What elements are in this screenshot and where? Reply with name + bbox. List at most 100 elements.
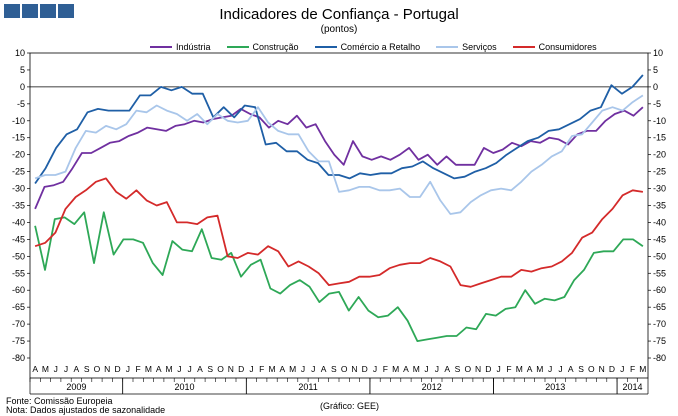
legend-item-comercio: Comércio a Retalho <box>314 42 421 52</box>
y-tick-label-left: -35 <box>12 201 25 211</box>
y-tick-label-right: -30 <box>653 184 666 194</box>
legend: Indústria Construção Comércio a Retalho … <box>150 42 597 52</box>
month-label: S <box>331 364 337 374</box>
series-line-consumidores <box>34 177 644 288</box>
legend-swatch <box>512 46 535 48</box>
month-label: M <box>639 364 646 374</box>
y-tick-label-left: -45 <box>12 234 25 244</box>
series-line-comercio-a-retalho <box>34 74 644 185</box>
y-tick-label-left: -70 <box>12 319 25 329</box>
month-label: D <box>485 364 491 374</box>
month-label: N <box>599 364 605 374</box>
month-label: A <box>321 364 327 374</box>
y-tick-label-left: 10 <box>15 48 25 58</box>
month-label: D <box>238 364 244 374</box>
y-tick-label-left: -50 <box>12 251 25 261</box>
y-tick-label-right: -25 <box>653 167 666 177</box>
month-label: J <box>64 364 68 374</box>
month-label: J <box>188 364 192 374</box>
month-label: J <box>424 364 428 374</box>
y-tick-label-right: -70 <box>653 319 666 329</box>
year-label: 2013 <box>545 382 565 392</box>
month-label: O <box>464 364 471 374</box>
logo-square <box>22 4 38 18</box>
month-label: F <box>383 364 388 374</box>
series-line-industria <box>34 106 644 210</box>
month-label: A <box>197 364 203 374</box>
y-tick-label-right: -10 <box>653 116 666 126</box>
y-tick-label-right: -75 <box>653 336 666 346</box>
source-note: Fonte: Comissão Europeia <box>6 396 113 406</box>
y-tick-label-right: -65 <box>653 302 666 312</box>
y-tick-label-left: -30 <box>12 184 25 194</box>
legend-item-servicos: Serviços <box>436 42 497 52</box>
y-tick-label-left: -65 <box>12 302 25 312</box>
adjustment-note: Nota: Dados ajustados de sazonalidade <box>6 405 166 415</box>
legend-label: Comércio a Retalho <box>340 42 421 52</box>
month-label: F <box>506 364 511 374</box>
month-label: M <box>392 364 399 374</box>
month-label: M <box>536 364 543 374</box>
legend-item-industria: Indústria <box>150 42 211 52</box>
y-tick-label-left: -80 <box>12 353 25 363</box>
y-tick-label-right: 5 <box>653 65 658 75</box>
month-label: F <box>630 364 635 374</box>
year-label: 2009 <box>66 382 86 392</box>
month-label: N <box>104 364 110 374</box>
month-label: D <box>114 364 120 374</box>
year-label: 2011 <box>298 382 317 392</box>
month-label: A <box>527 364 533 374</box>
month-label: M <box>269 364 276 374</box>
y-tick-label-right: -50 <box>653 251 666 261</box>
legend-swatch <box>436 46 459 48</box>
y-tick-label-right: -40 <box>653 217 666 227</box>
series-line-servicos <box>34 94 644 215</box>
month-label: N <box>228 364 234 374</box>
y-tick-label-right: -5 <box>653 99 661 109</box>
chart-title: Indicadores de Confiança - Portugal <box>219 6 459 23</box>
legend-swatch <box>150 46 172 48</box>
legend-item-construcao: Construção <box>226 42 299 52</box>
month-label: O <box>341 364 348 374</box>
month-label: J <box>548 364 552 374</box>
y-tick-label-right: -55 <box>653 268 666 278</box>
month-label: J <box>177 364 181 374</box>
month-label: A <box>74 364 80 374</box>
year-label: 2010 <box>174 382 194 392</box>
legend-swatch <box>226 46 249 48</box>
month-label: M <box>289 364 296 374</box>
y-tick-label-left: -75 <box>12 336 25 346</box>
month-label: A <box>280 364 286 374</box>
month-label: N <box>351 364 357 374</box>
month-label: A <box>403 364 409 374</box>
month-label: J <box>126 364 130 374</box>
y-tick-label-right: 0 <box>653 82 658 92</box>
month-label: O <box>588 364 595 374</box>
month-label: O <box>94 364 101 374</box>
y-tick-label-left: -60 <box>12 285 25 295</box>
y-tick-label-left: -10 <box>12 116 25 126</box>
month-label: J <box>435 364 439 374</box>
month-label: S <box>578 364 584 374</box>
month-label: J <box>249 364 253 374</box>
month-label: F <box>136 364 141 374</box>
month-label: A <box>156 364 162 374</box>
month-label: J <box>311 364 315 374</box>
month-label: N <box>475 364 481 374</box>
month-label: F <box>259 364 264 374</box>
y-tick-label-left: -15 <box>12 133 25 143</box>
chart-credit: (Gráfico: GEE) <box>320 401 380 411</box>
y-tick-label-left: -5 <box>17 99 25 109</box>
y-tick-label-left: 5 <box>20 65 25 75</box>
month-label: A <box>444 364 450 374</box>
legend-label: Consumidores <box>538 42 597 52</box>
year-label: 2014 <box>623 382 643 392</box>
logo-square <box>58 4 74 18</box>
y-tick-label-left: -40 <box>12 217 25 227</box>
legend-swatch <box>314 46 337 48</box>
month-label: O <box>217 364 224 374</box>
legend-item-consumidores: Consumidores <box>512 42 597 52</box>
month-label: J <box>373 364 377 374</box>
plot-frame <box>29 52 649 379</box>
